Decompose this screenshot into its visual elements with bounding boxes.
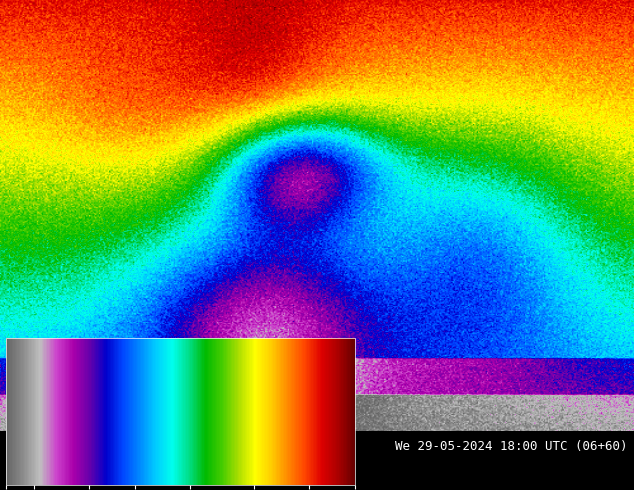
- Text: Temperature (2m) [°C] ECMWF: Temperature (2m) [°C] ECMWF: [6, 440, 209, 453]
- Text: We 29-05-2024 18:00 UTC (06+60): We 29-05-2024 18:00 UTC (06+60): [395, 440, 628, 453]
